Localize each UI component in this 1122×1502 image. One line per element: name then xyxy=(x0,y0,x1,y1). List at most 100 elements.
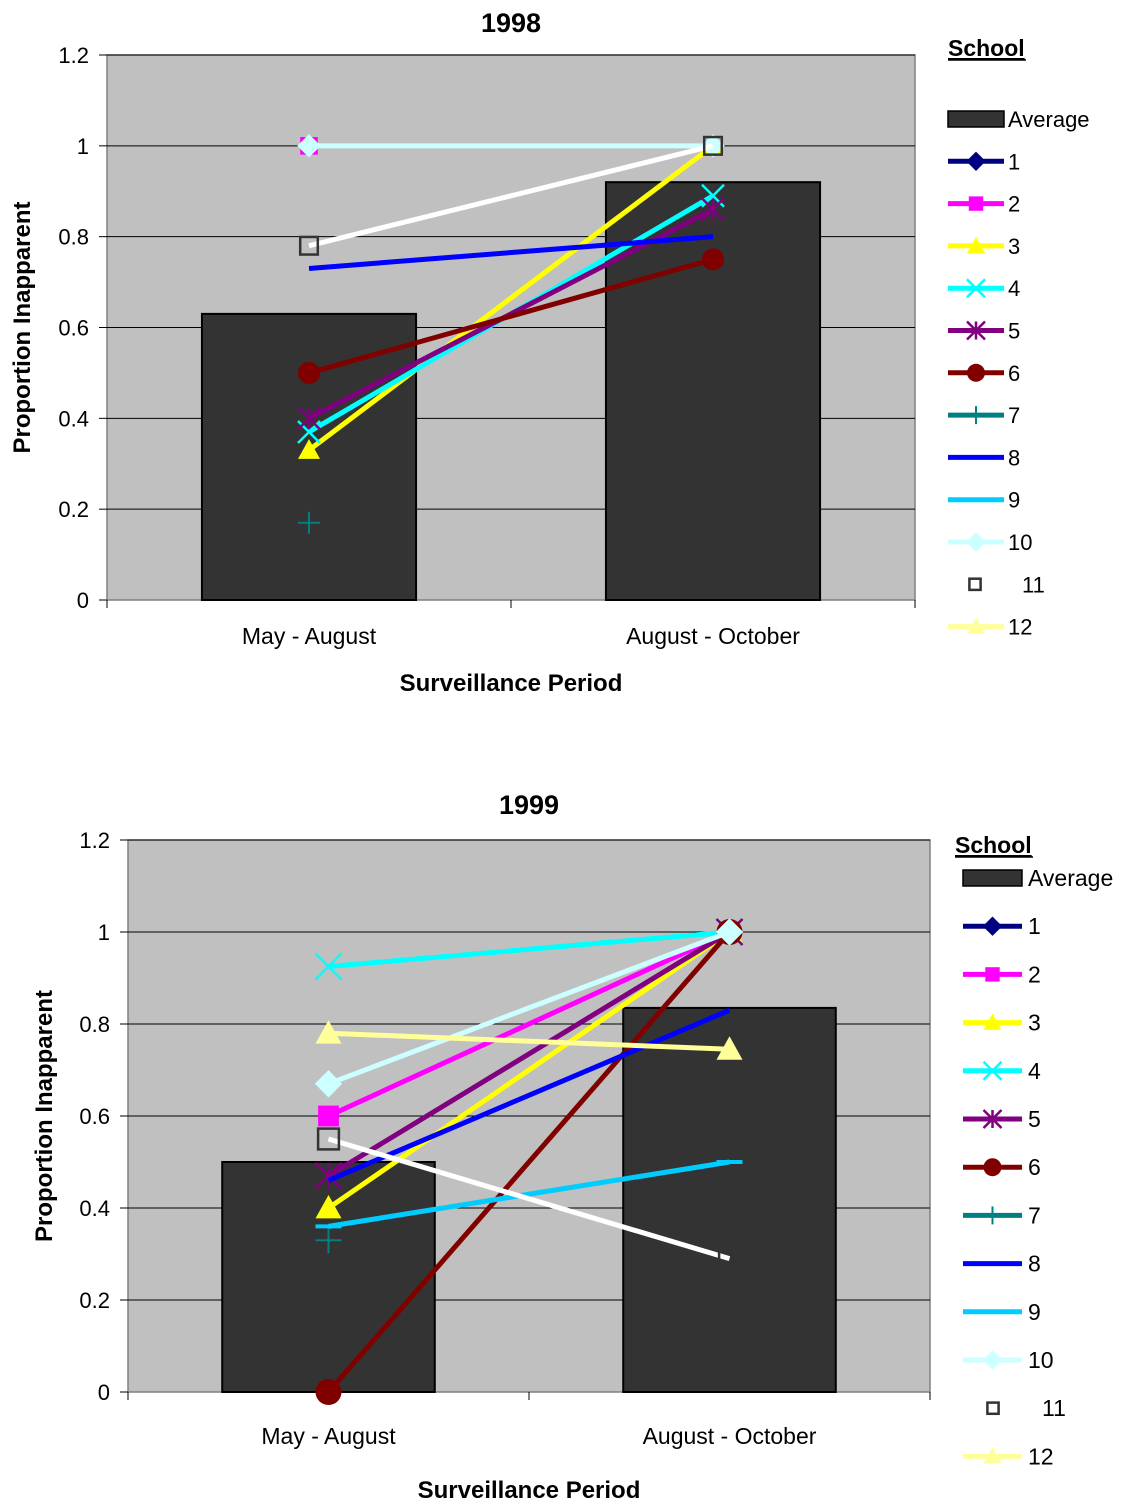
y-tick-label: 1 xyxy=(77,134,89,159)
y-tick-label: 0.2 xyxy=(58,497,89,522)
legend-marker-4 xyxy=(966,278,986,299)
legend-marker-7 xyxy=(983,1206,1002,1225)
series-12 xyxy=(315,1020,743,1060)
legend-marker-2 xyxy=(968,196,984,211)
legend-label-7: 7 xyxy=(1008,403,1020,428)
legend-swatch-average xyxy=(962,869,1023,887)
series-5-point xyxy=(314,1161,343,1190)
legend-label-8: 8 xyxy=(1008,445,1020,470)
x-tick-label: May - August xyxy=(261,1423,396,1449)
y-tick-label: 0.4 xyxy=(79,1196,110,1221)
legend-label-average: Average xyxy=(1008,107,1090,132)
y-tick-label: 0 xyxy=(98,1380,110,1405)
x-axis-label: Surveillance Period xyxy=(400,670,623,697)
series-3-point xyxy=(298,439,320,459)
legend-marker-5 xyxy=(982,1109,1003,1129)
series-12-line xyxy=(328,1030,730,1052)
legend-marker-4 xyxy=(982,1060,1003,1081)
series-3-point xyxy=(315,1195,342,1219)
series-11-line xyxy=(327,1136,731,1261)
y-tick-label: 0 xyxy=(77,588,89,613)
y-tick-label: 0.8 xyxy=(79,1012,110,1037)
legend-marker-3 xyxy=(983,1013,1002,1030)
legend-label-2: 2 xyxy=(1028,961,1041,987)
legend-label-11: 11 xyxy=(1042,1395,1066,1421)
legend-marker-11 xyxy=(968,577,982,592)
series-4-point xyxy=(314,952,343,981)
series-2-line xyxy=(327,929,731,1119)
legend-swatch-average xyxy=(947,110,1005,128)
legend-label-12: 12 xyxy=(1008,615,1032,640)
legend-label-10: 10 xyxy=(1028,1347,1054,1373)
series-9-line xyxy=(328,1159,730,1229)
series-11-line xyxy=(308,143,714,249)
legend-marker-12 xyxy=(967,617,985,634)
series-7 xyxy=(298,511,320,534)
legend-marker-1 xyxy=(982,916,1003,936)
series-10-line xyxy=(327,929,731,1087)
x-axis-label: Surveillance Period xyxy=(418,1477,641,1502)
legend-label-3: 3 xyxy=(1008,234,1020,259)
legend-label-10: 10 xyxy=(1008,530,1032,555)
legend-label-9: 9 xyxy=(1008,488,1020,513)
series-11 xyxy=(298,135,724,256)
legend-label-11: 11 xyxy=(1022,572,1045,597)
series-8 xyxy=(308,234,714,271)
legend-label-average: Average xyxy=(1028,865,1113,891)
series-12-point xyxy=(716,1036,743,1060)
series-10-point xyxy=(715,918,744,946)
series-11-point xyxy=(298,235,320,256)
series-7-point xyxy=(315,1227,342,1254)
legend-heading: School xyxy=(948,35,1025,61)
y-tick-label: 0.8 xyxy=(58,225,89,250)
y-tick-label: 0.2 xyxy=(79,1288,110,1313)
series-6-point xyxy=(702,248,724,271)
chart-1: 1998 0 0.2 0.4 0.6 0.8 1 1.2 May - August August … xyxy=(9,8,1090,697)
series-11 xyxy=(316,1127,742,1271)
series-10 xyxy=(314,918,744,1098)
chart-2: 1999 0 0.2 0.4 0.6 0.8 1 1.2 May - August August … xyxy=(31,790,1113,1502)
series-11-point xyxy=(702,135,724,156)
legend-label-4: 4 xyxy=(1028,1058,1041,1084)
series-8-line xyxy=(308,234,714,271)
series-6 xyxy=(298,248,724,384)
y-tick-label: 1.2 xyxy=(79,828,110,853)
series-5-point xyxy=(701,197,725,222)
legend-marker-6 xyxy=(967,363,985,382)
legend-label-2: 2 xyxy=(1008,192,1020,217)
series-2-point xyxy=(318,1105,339,1127)
legend-label-6: 6 xyxy=(1008,361,1020,386)
legend-marker-5 xyxy=(966,320,986,341)
legend-label-5: 5 xyxy=(1028,1106,1041,1132)
series-6-point xyxy=(315,1379,342,1405)
legend-marker-10 xyxy=(982,1350,1003,1370)
x-tick-label: May - August xyxy=(242,623,377,649)
legend-label-1: 1 xyxy=(1028,913,1041,939)
series-6-line xyxy=(326,930,732,1394)
series-9 xyxy=(315,1159,743,1229)
legend-heading: School xyxy=(955,832,1032,858)
series-7-point xyxy=(298,511,320,534)
series-6-line xyxy=(308,256,714,376)
series-6-point xyxy=(298,361,320,384)
legend-label-8: 8 xyxy=(1028,1251,1041,1277)
y-axis-label: Proportion Inapparent xyxy=(31,990,58,1242)
y-tick-label: 0.6 xyxy=(58,316,89,341)
legend-label-4: 4 xyxy=(1008,276,1020,301)
series-5-point xyxy=(297,406,321,431)
legend-label-3: 3 xyxy=(1028,1010,1041,1036)
legend-marker-10 xyxy=(966,532,986,552)
y-tick-label: 1.2 xyxy=(58,43,89,68)
series-3-line xyxy=(327,929,731,1211)
legend-label-7: 7 xyxy=(1028,1202,1041,1228)
legend-marker-3 xyxy=(967,236,985,254)
series-7 xyxy=(315,1227,342,1254)
legend-marker-2 xyxy=(985,967,1000,982)
series-8-line xyxy=(327,1007,731,1183)
y-tick-label: 0.4 xyxy=(58,406,89,431)
legend-marker-12 xyxy=(983,1447,1002,1464)
legend-marker-7 xyxy=(967,406,985,425)
legend-marker-1 xyxy=(966,151,986,172)
